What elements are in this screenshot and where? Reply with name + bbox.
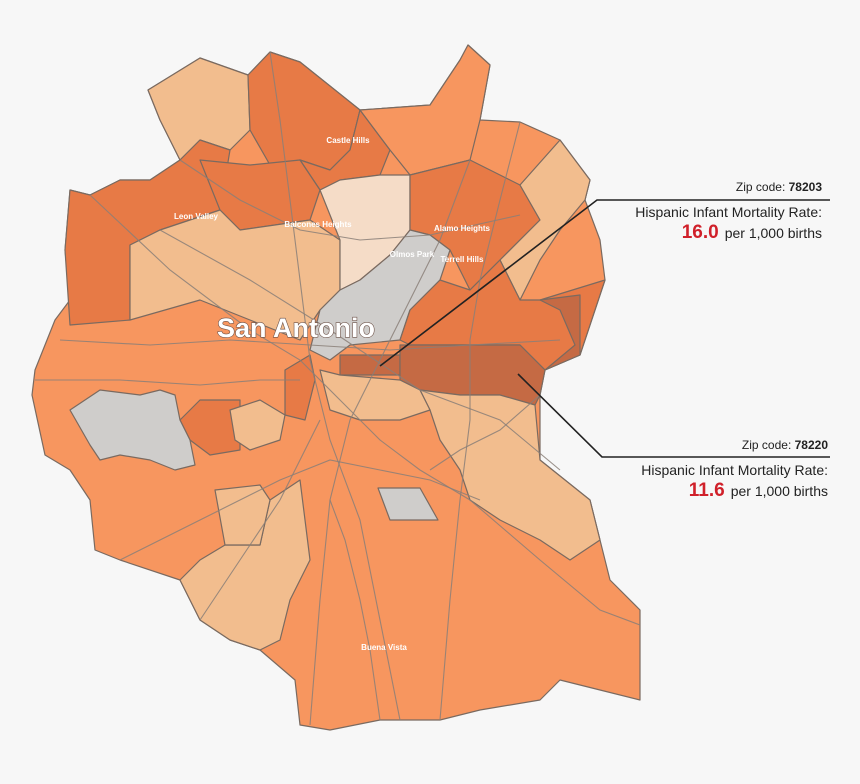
road-network bbox=[35, 51, 641, 726]
rate-label: Hispanic Infant Mortality Rate: bbox=[641, 462, 828, 478]
place-label-castle-hills: Castle Hills bbox=[326, 136, 370, 145]
zone-no-data-central bbox=[309, 229, 451, 361]
callout-78203: Zip code: 78203 Hispanic Infant Mortalit… bbox=[600, 180, 822, 244]
zip-code-prefix: Zip code: bbox=[735, 180, 786, 194]
rate-line: 16.0 per 1,000 births bbox=[600, 222, 822, 244]
zone-downtown-dark bbox=[284, 354, 316, 421]
zone-northeast-light bbox=[499, 139, 591, 301]
rate-unit: per 1,000 births bbox=[724, 225, 822, 241]
zone-no-data-west bbox=[69, 389, 196, 471]
zip-code-line: Zip code: 78203 bbox=[600, 180, 822, 194]
city-label: San Antonio bbox=[217, 313, 375, 343]
place-label-olmos-park: Olmos Park bbox=[390, 250, 435, 259]
place-label-balcones-heights: Balcones Heights bbox=[284, 220, 352, 229]
rate-value: 16.0 bbox=[681, 222, 719, 243]
callout-leader-78203 bbox=[379, 199, 830, 367]
zip-code-line: Zip code: 78220 bbox=[600, 438, 828, 452]
place-label-alamo-heights: Alamo Heights bbox=[434, 224, 491, 233]
zone-south-light bbox=[214, 484, 271, 546]
callout-leader-78220 bbox=[517, 373, 830, 458]
zone-northeast-medium bbox=[359, 44, 491, 176]
zone-east-light bbox=[419, 389, 601, 561]
callout-78220: Zip code: 78220 Hispanic Infant Mortalit… bbox=[600, 438, 828, 502]
zone-no-data-southeast bbox=[377, 487, 439, 521]
zip-code-value: 78220 bbox=[794, 438, 828, 452]
rate-label: Hispanic Infant Mortality Rate: bbox=[635, 204, 822, 220]
place-label-terrell-hills: Terrell Hills bbox=[441, 255, 485, 264]
place-label-buena-vista: Buena Vista bbox=[361, 643, 407, 652]
zone-north-dark bbox=[247, 51, 361, 171]
place-label-leon-valley: Leon Valley bbox=[174, 212, 219, 221]
rate-line: 11.6 per 1,000 births bbox=[600, 480, 828, 502]
rate-value: 11.6 bbox=[688, 480, 725, 501]
zip-code-value: 78203 bbox=[788, 180, 822, 194]
zone-west-light bbox=[229, 399, 286, 451]
rate-unit: per 1,000 births bbox=[730, 483, 828, 499]
zip-code-prefix: Zip code: bbox=[741, 438, 792, 452]
